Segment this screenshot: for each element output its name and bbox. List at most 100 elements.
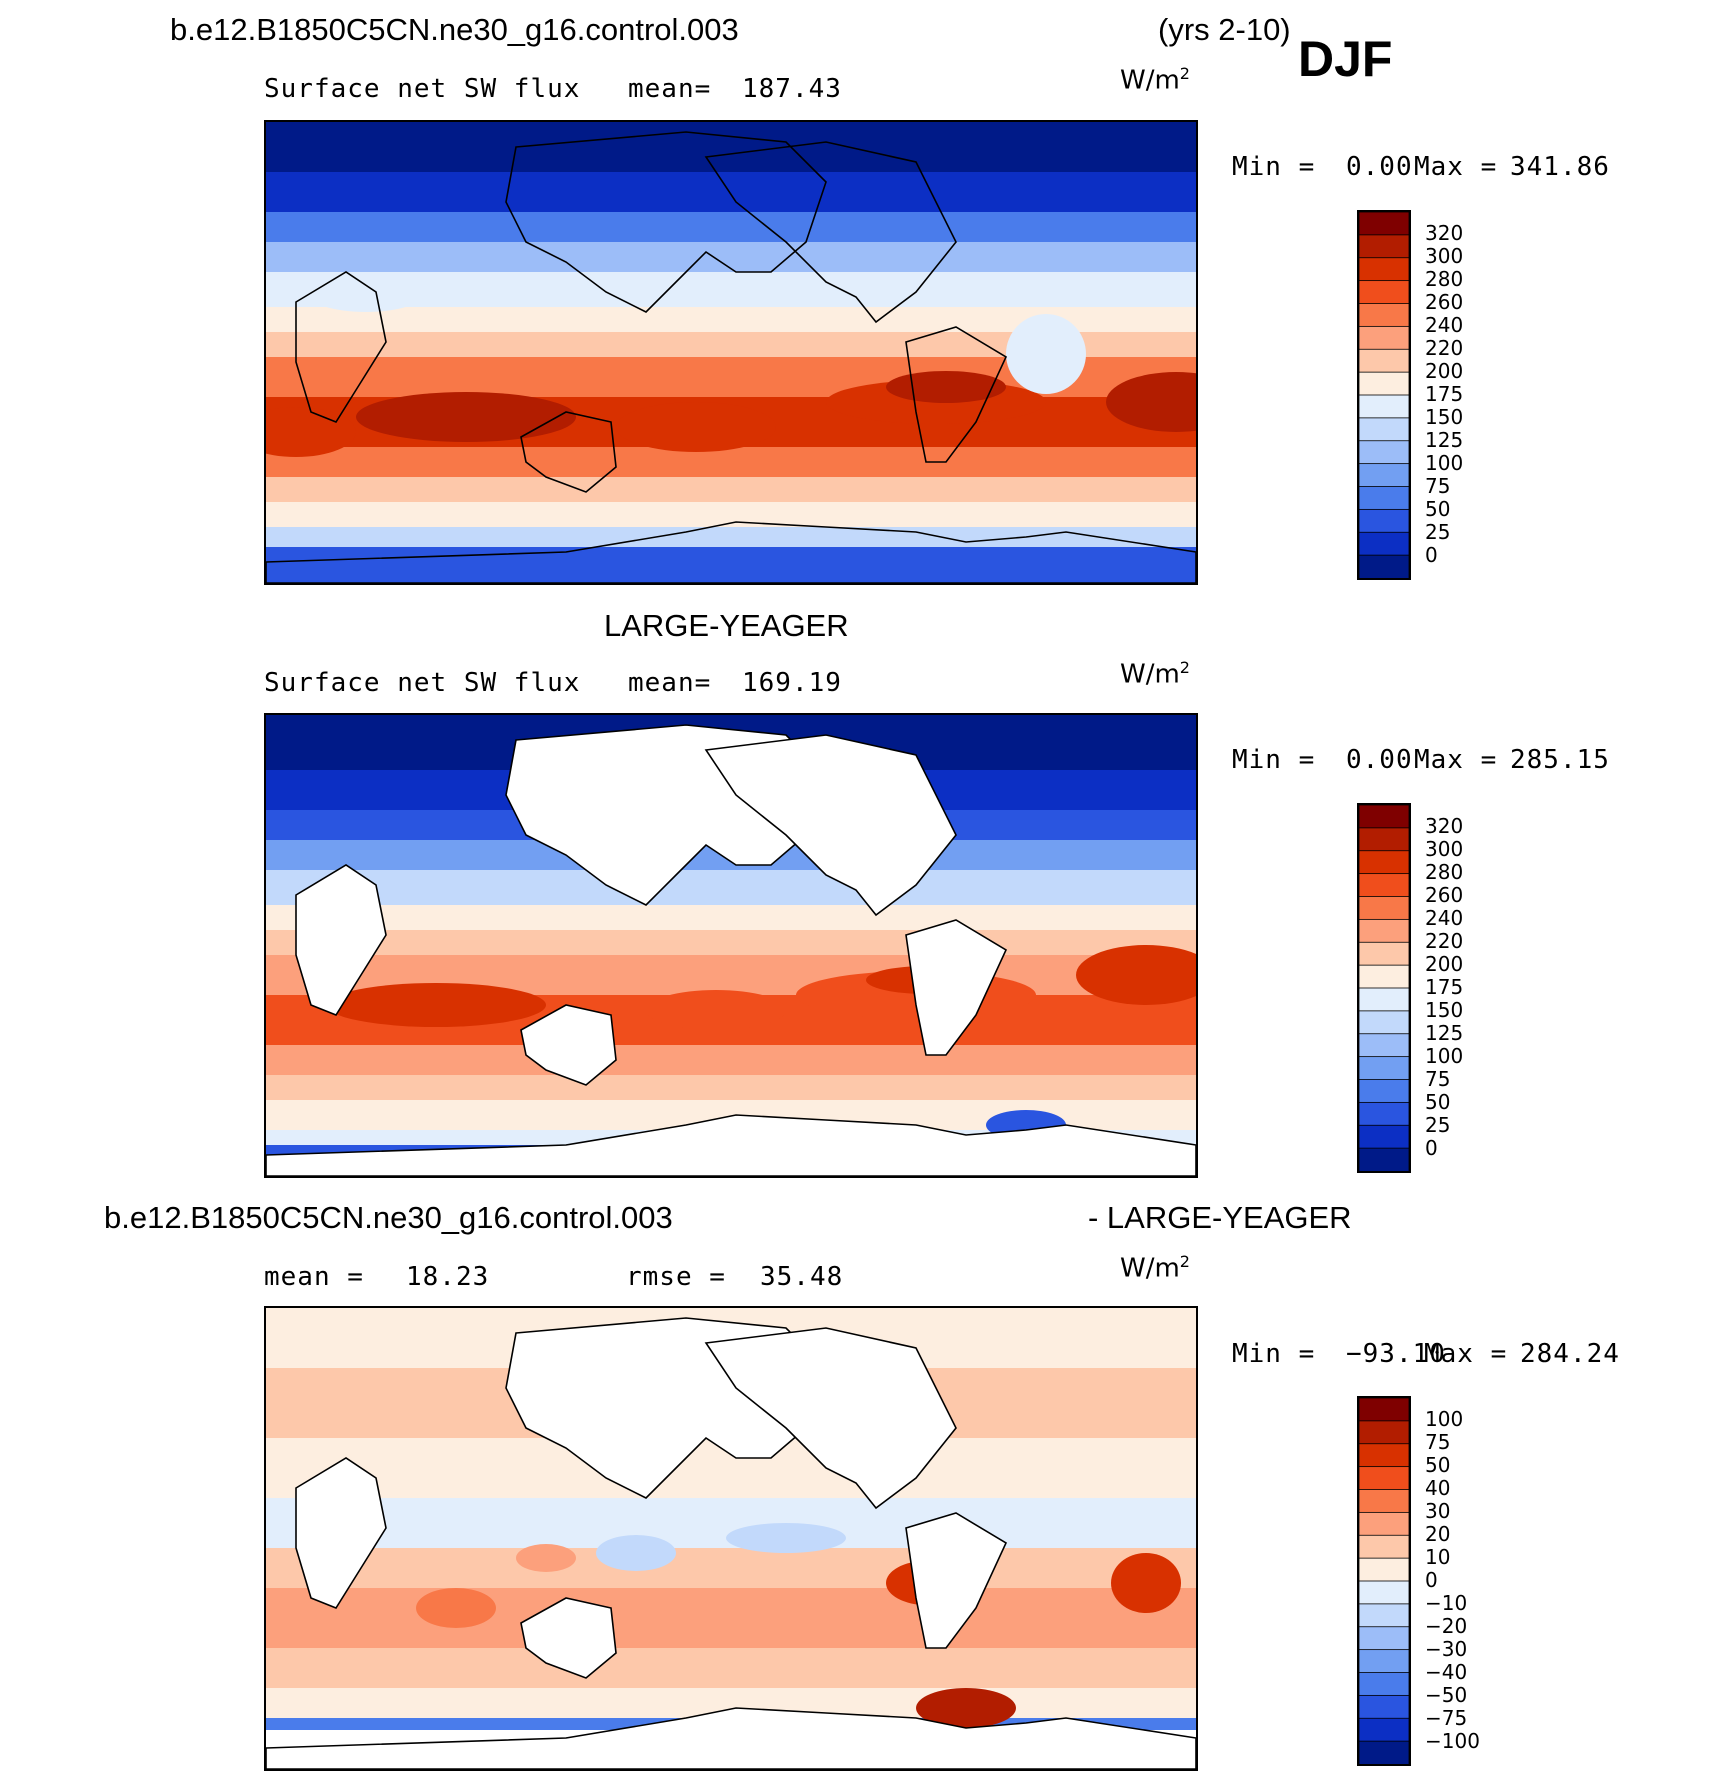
colorbar-tick-label: 150	[1425, 998, 1464, 1022]
colorbar-tick-label: 100	[1425, 1407, 1464, 1431]
colorbar-swatch	[1359, 1101, 1409, 1127]
colorbar-swatch	[1359, 941, 1409, 967]
colorbar-swatch	[1359, 1626, 1409, 1651]
colorbar-swatch	[1359, 371, 1409, 396]
field-band	[266, 1045, 1196, 1076]
coastline	[266, 1114, 1196, 1176]
colorbar-swatch	[1359, 964, 1409, 989]
colorbar-tick-label: 200	[1425, 359, 1464, 383]
field-blob	[1006, 314, 1086, 394]
colorbar-tick-label: 50	[1425, 1453, 1451, 1477]
panel-3-heading-left: b.e12.B1850C5CN.ne30_g16.control.003	[104, 1200, 673, 1235]
field-blob	[616, 402, 776, 452]
colorbar-tick-label: −75	[1425, 1706, 1468, 1730]
field-blob	[726, 1523, 846, 1553]
colorbar-tick-label: 125	[1425, 1021, 1464, 1045]
field-band	[266, 172, 1196, 213]
field-blob	[596, 1535, 676, 1571]
colorbar-tick-label: 0	[1425, 1136, 1438, 1160]
field-blob	[1106, 372, 1196, 432]
season-label: DJF	[1298, 31, 1393, 87]
colorbar-swatch	[1359, 873, 1409, 898]
colorbar-swatch	[1359, 1466, 1409, 1491]
panel-3-min-value: −93.10	[1346, 1339, 1446, 1369]
panel-3-map	[264, 1306, 1198, 1771]
panel-3-heading-right: - LARGE-YEAGER	[1088, 1200, 1352, 1235]
panel-1-colorbar	[1357, 210, 1411, 580]
field-band	[266, 930, 1196, 956]
field-band	[266, 1075, 1196, 1101]
colorbar-swatch	[1359, 303, 1409, 328]
panel-2-map	[264, 713, 1198, 1178]
case-title: b.e12.B1850C5CN.ne30_g16.control.003	[170, 12, 739, 47]
panel-3-min-label: Min =	[1232, 1339, 1316, 1369]
field-blob	[356, 392, 576, 442]
colorbar-swatch	[1359, 918, 1409, 944]
coastline	[704, 141, 957, 324]
colorbar-tick-label: 240	[1425, 906, 1464, 930]
coastline	[520, 411, 617, 493]
panel-3-mean-value: 18.23	[406, 1262, 490, 1292]
colorbar-tick-label: 50	[1425, 497, 1451, 521]
colorbar-tick-label: 175	[1425, 975, 1464, 999]
colorbar-tick-label: 0	[1425, 543, 1438, 567]
panel-3-max-value: 284.24	[1520, 1339, 1620, 1369]
colorbar-tick-label: 100	[1425, 451, 1464, 475]
panel-1-map	[264, 120, 1198, 585]
colorbar-swatch	[1359, 1124, 1409, 1150]
colorbar-swatch	[1359, 212, 1409, 236]
colorbar-tick-label: 50	[1425, 1090, 1451, 1114]
field-band	[266, 870, 1196, 906]
colorbar-swatch	[1359, 531, 1409, 557]
colorbar-tick-label: 260	[1425, 290, 1464, 314]
field-band	[266, 212, 1196, 243]
colorbar-swatch	[1359, 1717, 1409, 1743]
coastline	[295, 271, 387, 423]
panel-1-min-label: Min =	[1232, 152, 1316, 182]
colorbar-tick-label: −100	[1425, 1729, 1480, 1753]
panel-3-colorbar-ticks: 100 75 50 40 30 20 10 0 −10 −20 −30 −40 −50 −75 −100	[1425, 1408, 1480, 1753]
colorbar-swatch	[1359, 1398, 1409, 1422]
colorbar-tick-label: 220	[1425, 929, 1464, 953]
colorbar-tick-label: 300	[1425, 837, 1464, 861]
coastline	[266, 1707, 1196, 1769]
colorbar-swatch	[1359, 1420, 1409, 1445]
colorbar-swatch	[1359, 486, 1409, 511]
panel-2-min-label: Min =	[1232, 745, 1316, 775]
panel-2-colorbar	[1357, 803, 1411, 1173]
colorbar-tick-label: 20	[1425, 1522, 1451, 1546]
colorbar-swatch	[1359, 1079, 1409, 1104]
panel-3-units: W/m2	[1120, 1252, 1190, 1284]
field-band	[266, 905, 1196, 931]
panel-1-min-value: 0.00	[1346, 152, 1413, 182]
colorbar-tick-label: 200	[1425, 952, 1464, 976]
colorbar-tick-label: 320	[1425, 814, 1464, 838]
colorbar-tick-label: 75	[1425, 1067, 1451, 1091]
colorbar-tick-label: 100	[1425, 1044, 1464, 1068]
colorbar-swatch	[1359, 257, 1409, 282]
panel-3-coastlines	[266, 1317, 1196, 1769]
field-blob	[306, 272, 426, 312]
panel-1-variable: Surface net SW flux	[264, 74, 581, 104]
coastline	[905, 326, 1008, 463]
colorbar-swatch	[1359, 1056, 1409, 1081]
field-blob	[516, 1544, 576, 1572]
panel-2-heading: LARGE-YEAGER	[604, 608, 849, 643]
colorbar-swatch	[1359, 1603, 1409, 1628]
panel-1-max-value: 341.86	[1510, 152, 1610, 182]
field-blob	[416, 1588, 496, 1628]
colorbar-swatch	[1359, 1649, 1409, 1674]
colorbar-swatch	[1359, 394, 1409, 419]
colorbar-tick-label: 25	[1425, 1113, 1451, 1137]
panel-1-units: W/m2	[1120, 64, 1190, 96]
colorbar-swatch	[1359, 987, 1409, 1012]
colorbar-swatch	[1359, 1010, 1409, 1035]
colorbar-tick-label: −30	[1425, 1637, 1468, 1661]
coastline	[704, 1327, 957, 1510]
colorbar-tick-label: 10	[1425, 1545, 1451, 1569]
panel-1-max-label: Max =	[1414, 152, 1498, 182]
colorbar-tick-label: 320	[1425, 221, 1464, 245]
field-blob	[1111, 1553, 1181, 1613]
colorbar-tick-label: −10	[1425, 1591, 1468, 1615]
panel-1-mean-label: mean=	[628, 74, 712, 104]
